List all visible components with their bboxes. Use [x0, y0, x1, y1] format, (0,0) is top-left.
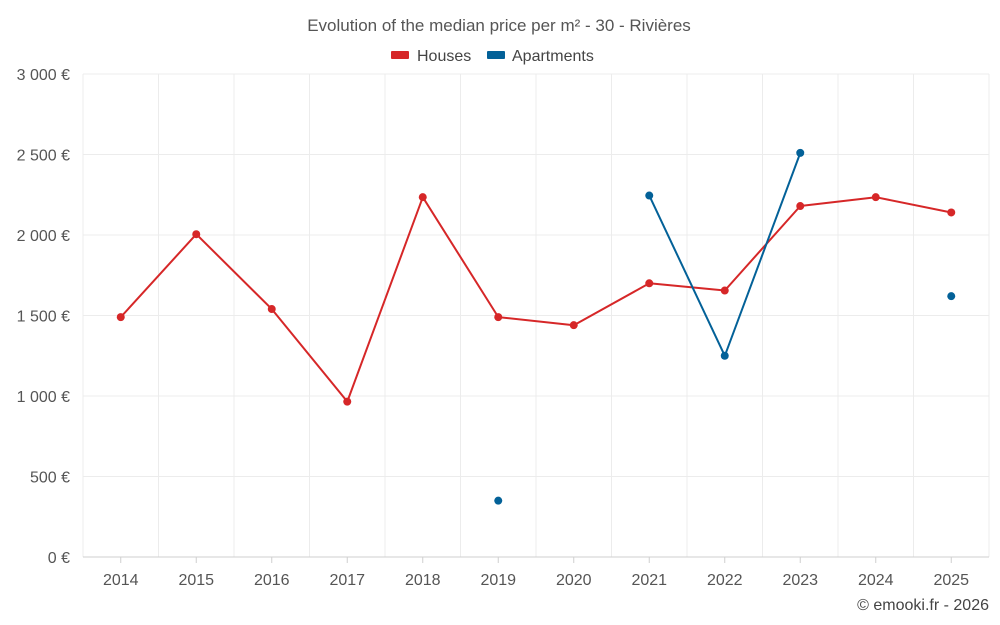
- data-point-apartments[interactable]: [645, 191, 654, 200]
- legend-swatch-apartments: [487, 51, 505, 59]
- data-point-houses[interactable]: [116, 313, 125, 322]
- y-tick-label: 0 €: [48, 550, 70, 567]
- x-tick-label: 2022: [707, 572, 743, 589]
- x-tick-label: 2019: [480, 572, 516, 589]
- data-point-houses[interactable]: [720, 286, 729, 295]
- data-point-apartments[interactable]: [720, 351, 729, 360]
- y-axis: 0 € 500 € 1 000 € 1 500 € 2 000 € 2 500 € 3 00…: [17, 67, 70, 567]
- y-tick-label: 2 500 €: [17, 148, 70, 165]
- x-tick-label: 2016: [254, 572, 290, 589]
- series-line-apartments: [648, 152, 802, 357]
- data-point-apartments[interactable]: [494, 496, 503, 505]
- x-tick-label: 2018: [405, 572, 441, 589]
- x-tick-label: 2014: [103, 572, 139, 589]
- data-point-houses[interactable]: [192, 230, 201, 239]
- x-tick-label: 2025: [933, 572, 969, 589]
- data-point-apartments[interactable]: [796, 148, 805, 157]
- x-axis: 2014 2015 2016 2017 2018 2019 2020 2021 2022 2023…: [103, 557, 969, 589]
- x-tick-label: 2023: [782, 572, 818, 589]
- data-point-houses[interactable]: [494, 313, 503, 322]
- series-line-houses: [120, 196, 952, 403]
- y-tick-label: 1 000 €: [17, 389, 70, 406]
- data-point-houses[interactable]: [947, 208, 956, 217]
- legend: Houses Apartments: [391, 48, 594, 65]
- data-point-houses[interactable]: [267, 305, 276, 314]
- y-tick-label: 3 000 €: [17, 67, 70, 84]
- data-point-houses[interactable]: [418, 193, 427, 202]
- legend-item-apartments[interactable]: Apartments: [487, 48, 594, 65]
- x-tick-label: 2015: [178, 572, 214, 589]
- data-point-houses[interactable]: [796, 202, 805, 211]
- data-point-houses[interactable]: [871, 193, 880, 202]
- series-apartments: [494, 148, 956, 505]
- x-tick-label: 2020: [556, 572, 592, 589]
- x-tick-label: 2017: [329, 572, 365, 589]
- data-point-houses[interactable]: [343, 397, 352, 406]
- x-tick-label: 2021: [631, 572, 667, 589]
- chart-title: Evolution of the median price per m² - 3…: [307, 16, 691, 35]
- y-tick-label: 500 €: [30, 470, 70, 487]
- credit-text: © emooki.fr - 2026: [857, 597, 989, 614]
- y-tick-label: 1 500 €: [17, 309, 70, 326]
- legend-label-apartments: Apartments: [512, 48, 594, 65]
- series-layer: [116, 148, 956, 505]
- legend-swatch-houses: [391, 51, 409, 59]
- data-point-apartments[interactable]: [947, 292, 956, 301]
- y-tick-label: 2 000 €: [17, 228, 70, 245]
- data-point-houses[interactable]: [645, 279, 654, 288]
- x-tick-label: 2024: [858, 572, 894, 589]
- series-houses: [116, 193, 956, 406]
- legend-item-houses[interactable]: Houses: [391, 48, 471, 65]
- legend-label-houses: Houses: [417, 48, 471, 65]
- data-point-houses[interactable]: [569, 321, 578, 330]
- grid: [82, 73, 990, 558]
